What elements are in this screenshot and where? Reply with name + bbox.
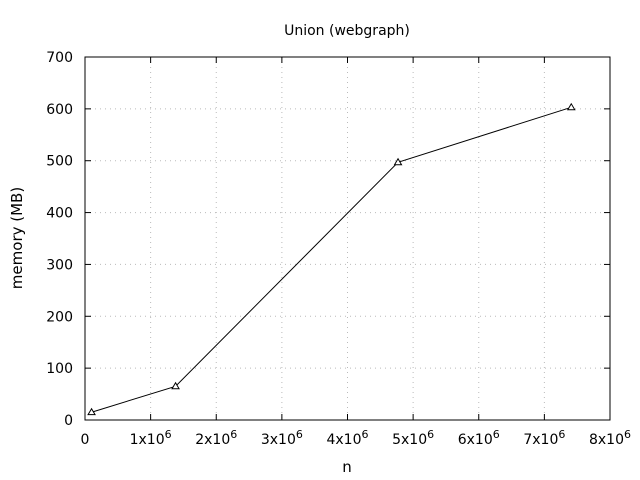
x-tick-label: 4x106 bbox=[326, 428, 368, 448]
x-tick-base: 8x10 bbox=[589, 432, 624, 448]
x-tick-base: 4x10 bbox=[326, 432, 361, 448]
chart-title: Union (webgraph) bbox=[284, 23, 410, 39]
y-tick-label: 100 bbox=[46, 361, 73, 377]
x-tick-base: 7x10 bbox=[523, 432, 558, 448]
data-point-marker bbox=[87, 407, 96, 416]
x-tick-label: 6x106 bbox=[458, 428, 500, 448]
y-tick-label: 600 bbox=[46, 102, 73, 118]
y-tick-label: 300 bbox=[46, 257, 73, 273]
y-axis-label: memory (MB) bbox=[8, 187, 26, 289]
plot-frame bbox=[84, 56, 611, 421]
x-tick-label: 1x106 bbox=[130, 428, 172, 448]
y-tick-label: 400 bbox=[46, 206, 73, 222]
data-point-marker bbox=[171, 381, 180, 390]
y-tick-label: 0 bbox=[64, 413, 73, 429]
x-tick-label: 7x106 bbox=[523, 428, 565, 448]
y-tick-label: 700 bbox=[46, 50, 73, 66]
x-tick-label: 3x106 bbox=[261, 428, 303, 448]
y-tick-label: 200 bbox=[46, 309, 73, 325]
y-tick-labels: 0 100 200 300 400 500 600 700 bbox=[46, 50, 73, 429]
x-tick-exponent: 6 bbox=[427, 428, 434, 441]
x-tick-base: 2x10 bbox=[195, 432, 230, 448]
grid bbox=[85, 57, 610, 420]
x-tick-labels: 0 1x106 2x106 3x106 4x106 5x106 6x106 7x106 8x10… bbox=[81, 428, 631, 448]
x-tick-label: 8x106 bbox=[589, 428, 631, 448]
x-tick-exponent: 6 bbox=[624, 428, 631, 441]
x-tick-exponent: 6 bbox=[362, 428, 369, 441]
x-tick-base: 0 bbox=[81, 432, 90, 448]
x-tick-base: 3x10 bbox=[261, 432, 296, 448]
x-tick-exponent: 6 bbox=[296, 428, 303, 441]
x-axis-label: n bbox=[342, 458, 352, 476]
x-tick-exponent: 6 bbox=[493, 428, 500, 441]
x-tick-exponent: 6 bbox=[558, 428, 565, 441]
x-tick-label: 2x106 bbox=[195, 428, 237, 448]
x-tick-base: 6x10 bbox=[458, 432, 493, 448]
x-tick-exponent: 6 bbox=[230, 428, 237, 441]
series bbox=[87, 102, 576, 416]
x-tick-base: 1x10 bbox=[130, 432, 165, 448]
x-tick-exponent: 6 bbox=[165, 428, 172, 441]
data-point-marker bbox=[393, 157, 403, 166]
x-tick-label: 0 bbox=[81, 432, 90, 448]
y-tick-label: 500 bbox=[46, 154, 73, 170]
data-point-marker bbox=[566, 102, 576, 111]
x-tick-base: 5x10 bbox=[392, 432, 427, 448]
series-line bbox=[91, 106, 572, 413]
x-tick-label: 5x106 bbox=[392, 428, 434, 448]
ticks bbox=[84, 56, 611, 421]
